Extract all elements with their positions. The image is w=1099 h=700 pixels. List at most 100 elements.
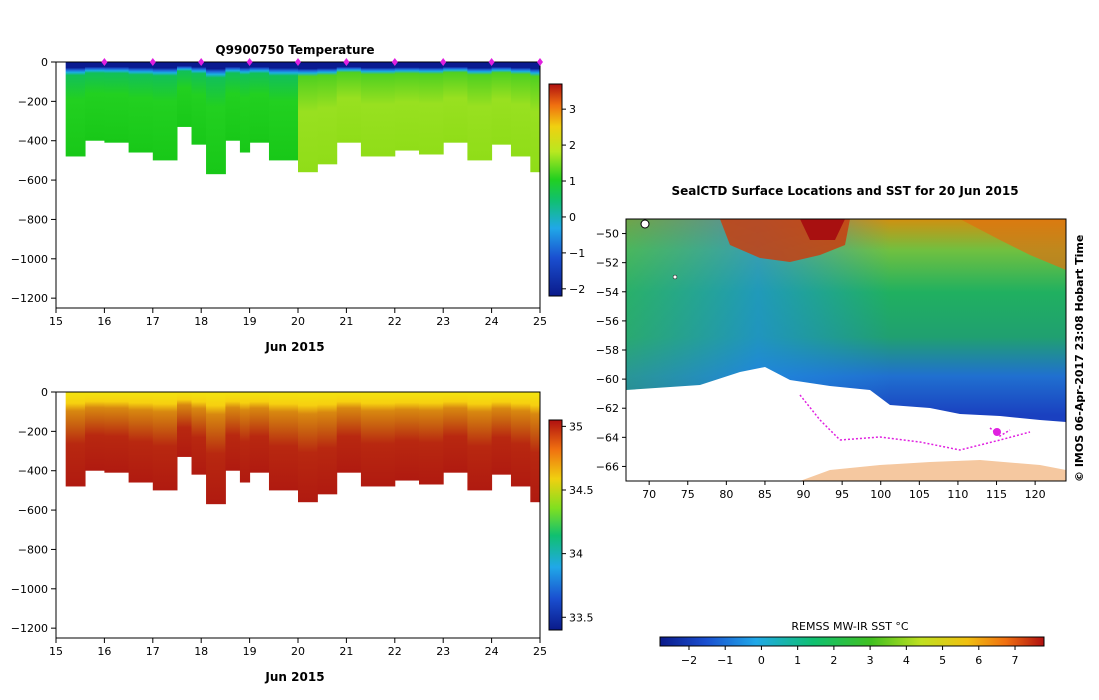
x-tick-label: 17 xyxy=(146,645,160,658)
salinity-field xyxy=(65,392,540,505)
sst-colorbar-tick-label: 1 xyxy=(794,654,801,667)
y-tick-label: −800 xyxy=(18,543,48,556)
x-tick-label: 19 xyxy=(243,315,257,328)
profile-column xyxy=(419,392,444,485)
map-x-tick-label: 75 xyxy=(681,488,695,501)
map-y-tick-label: −50 xyxy=(596,228,619,241)
profile-column xyxy=(530,392,540,503)
profile-column xyxy=(65,62,86,157)
x-tick-label: 23 xyxy=(436,645,450,658)
profile-column xyxy=(128,62,154,153)
profile-column xyxy=(152,62,178,161)
profile-column xyxy=(336,392,362,473)
x-tick-label: 22 xyxy=(388,315,402,328)
profile-column xyxy=(85,62,105,141)
map-y-axis: −50 −52 −54 −56 −58 −60 −62 −64 −66 xyxy=(596,228,626,473)
y-tick-label: −200 xyxy=(18,425,48,438)
temperature-section-plot: 15 16 17 18 19 20 21 22 23 24 25 0−200−400−600−800… xyxy=(11,43,585,354)
sst-map: SealCTD Surface Locations and SST for 20… xyxy=(596,184,1086,667)
map-title: SealCTD Surface Locations and SST for 20… xyxy=(671,184,1018,198)
y-tick-label: −1200 xyxy=(11,292,48,305)
colorbar-tick-label: 2 xyxy=(569,139,576,152)
profile-column xyxy=(360,392,396,487)
sst-colorbar-label: REMSS MW-IR SST °C xyxy=(791,620,909,633)
y-tick-label: 0 xyxy=(41,386,48,399)
salinity-colorbar xyxy=(548,419,563,631)
x-tick-label: 20 xyxy=(291,315,305,328)
sst-colorbar xyxy=(659,636,1045,647)
colorbar-tick-label: −1 xyxy=(569,247,585,260)
profile-column xyxy=(191,62,207,145)
x-tick-label: 15 xyxy=(49,645,63,658)
x-tick-label: 17 xyxy=(146,315,160,328)
sst-colorbar-tick-label: 5 xyxy=(939,654,946,667)
sst-field xyxy=(626,219,1066,481)
map-x-tick-label: 110 xyxy=(947,488,968,501)
y-tick-label: 0 xyxy=(41,56,48,69)
map-x-tick-label: 100 xyxy=(870,488,891,501)
y-tick-label: −800 xyxy=(18,213,48,226)
temperature-x-label: Jun 2015 xyxy=(264,340,324,354)
profile-column xyxy=(104,62,130,143)
x-tick-label: 19 xyxy=(243,645,257,658)
sst-colorbar-tick-label: −2 xyxy=(681,654,697,667)
x-tick-label: 18 xyxy=(194,315,208,328)
y-tick-label: −1000 xyxy=(11,253,48,266)
x-tick-label: 23 xyxy=(436,315,450,328)
colorbar-tick-label: 3 xyxy=(569,103,576,116)
sst-colorbar-tick-label: −1 xyxy=(717,654,733,667)
profile-column xyxy=(360,62,396,157)
map-y-tick-label: −64 xyxy=(596,431,619,444)
map-y-tick-label: −56 xyxy=(596,315,619,328)
map-x-tick-label: 70 xyxy=(642,488,656,501)
profile-column xyxy=(249,62,270,143)
profile-column xyxy=(128,392,154,483)
profile-column xyxy=(104,392,130,473)
x-tick-label: 21 xyxy=(339,645,353,658)
temperature-x-axis: 15 16 17 18 19 20 21 22 23 24 25 xyxy=(49,308,547,328)
colorbar-tick-label: 34 xyxy=(569,548,583,561)
profile-column xyxy=(177,392,193,457)
profile-column xyxy=(152,392,178,491)
colorbar-tick-label: −2 xyxy=(569,283,585,296)
temperature-colorbar-ticks: 3 2 1 0 −1 −2 xyxy=(562,103,585,296)
profile-column xyxy=(317,392,338,495)
profile-column xyxy=(206,62,226,175)
x-tick-label: 24 xyxy=(485,315,499,328)
profile-column xyxy=(443,392,468,473)
y-tick-label: −600 xyxy=(18,174,48,187)
map-x-tick-label: 115 xyxy=(986,488,1007,501)
colorbar-tick-label: 0 xyxy=(569,211,576,224)
profile-column xyxy=(177,62,193,127)
profile-column xyxy=(249,392,270,473)
x-tick-label: 16 xyxy=(97,645,111,658)
x-tick-label: 21 xyxy=(339,315,353,328)
salinity-x-axis: 15 16 17 18 19 20 21 22 23 24 25 xyxy=(49,638,547,658)
profile-marker xyxy=(295,58,301,66)
sst-colorbar-tick-label: 7 xyxy=(1012,654,1019,667)
profile-column xyxy=(443,62,468,143)
profile-column xyxy=(298,62,318,173)
profile-column xyxy=(510,62,531,157)
profile-column xyxy=(268,392,299,491)
y-tick-label: −1200 xyxy=(11,622,48,635)
map-y-tick-label: −54 xyxy=(596,286,619,299)
y-tick-label: −400 xyxy=(18,465,48,478)
y-tick-label: −200 xyxy=(18,95,48,108)
profile-column xyxy=(491,62,512,145)
island-marker xyxy=(640,219,650,229)
x-tick-label: 22 xyxy=(388,645,402,658)
sst-colorbar-tick-label: 0 xyxy=(758,654,765,667)
profile-column xyxy=(394,62,420,151)
profile-column xyxy=(225,392,241,471)
profile-column xyxy=(491,392,512,475)
profile-column xyxy=(467,392,493,491)
temperature-y-axis: 0 −200 −400 −600 −800 −1000 −1200 xyxy=(11,56,56,305)
profile-column xyxy=(467,62,493,161)
profile-column xyxy=(65,392,86,487)
salinity-x-label: Jun 2015 xyxy=(264,670,324,684)
x-tick-label: 25 xyxy=(533,315,547,328)
sst-colorbar-tick-label: 3 xyxy=(867,654,874,667)
antarctic-land xyxy=(800,460,1066,481)
